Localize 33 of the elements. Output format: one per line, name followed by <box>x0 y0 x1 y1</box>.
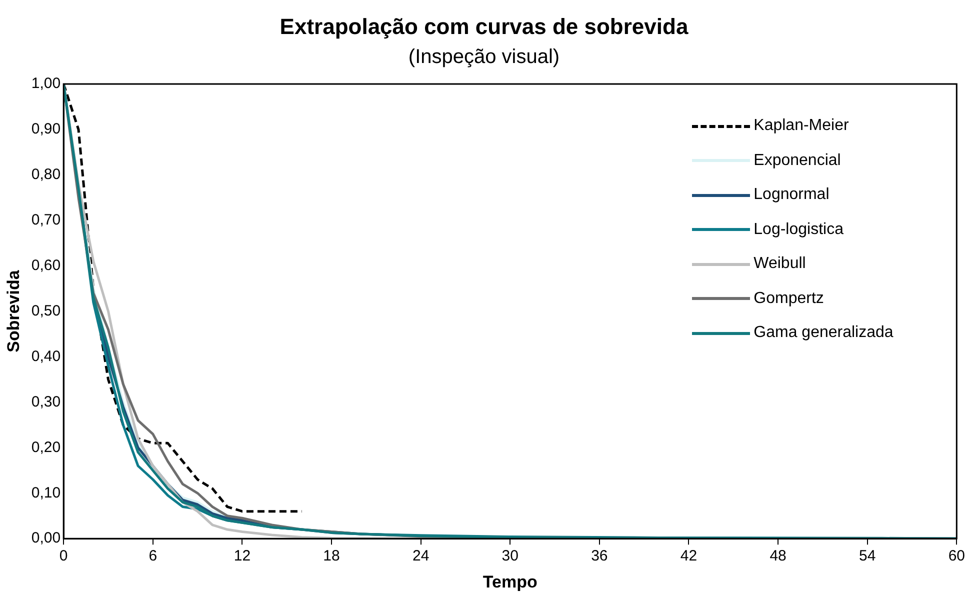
x-tick-label: 12 <box>234 548 251 565</box>
legend-label: Exponencial <box>754 152 841 170</box>
x-tick-label: 24 <box>412 548 430 565</box>
y-tick-label: 0,70 <box>31 212 61 229</box>
y-tick-label: 0,60 <box>31 256 61 274</box>
x-tick-label: 48 <box>770 548 786 565</box>
x-tick-label: 0 <box>59 548 68 565</box>
y-tick-label: 1,00 <box>31 75 61 92</box>
y-axis-title: Sobrevida <box>4 270 23 352</box>
y-tick-label: 0,30 <box>31 393 61 410</box>
x-tick-label: 42 <box>680 548 698 565</box>
x-tick-label: 60 <box>948 548 965 565</box>
x-tick-label: 36 <box>591 548 608 565</box>
y-tick-label: 0,00 <box>31 530 61 547</box>
y-tick-label: 0,10 <box>31 484 61 502</box>
x-axis-title: Tempo <box>482 572 538 592</box>
y-tick-label: 0,90 <box>31 120 61 138</box>
y-tick-label: 0,50 <box>31 302 61 320</box>
x-tick-label: 6 <box>148 548 158 565</box>
legend-label: Log-logistica <box>754 220 844 239</box>
chart-subtitle: (Inspeção visual) <box>407 46 561 69</box>
chart-title: Extrapolação com curvas de sobrevida <box>278 14 690 40</box>
legend-label: Gama generalizada <box>754 324 894 342</box>
y-tick-label: 0,20 <box>31 438 61 456</box>
y-tick-label: 0,80 <box>31 166 61 184</box>
legend-label: Kaplan-Meier <box>754 117 849 136</box>
y-tick-label: 0,40 <box>31 348 61 365</box>
legend-label: Gompertz <box>754 290 824 308</box>
x-tick-label: 30 <box>502 548 518 565</box>
legend-label: Weibull <box>754 255 806 274</box>
x-tick-label: 54 <box>859 548 876 565</box>
x-tick-label: 18 <box>323 548 340 565</box>
legend-label: Lognormal <box>754 186 830 204</box>
